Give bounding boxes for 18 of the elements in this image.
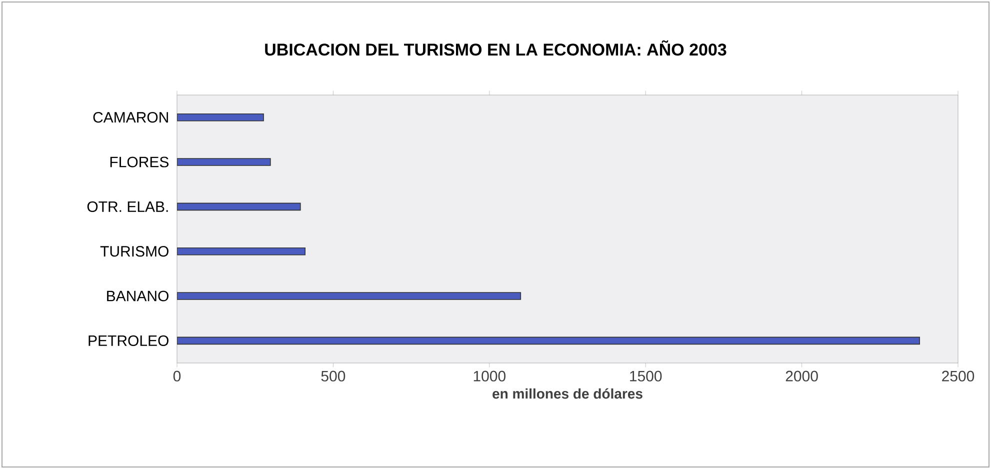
bar [177,113,264,122]
bar [177,247,306,256]
y-tick-label: CAMARON [93,112,168,123]
y-tick-label: OTR. ELAB. [87,201,168,212]
y-tick-label: BANANO [107,290,168,302]
x-tick-label: 1000 [474,370,506,382]
bar [177,336,920,345]
y-tick-label: FLORES [110,156,169,168]
x-tick-label: 2500 [942,370,974,382]
x-axis-title: en millones de dólares [492,388,642,399]
x-tick-label: 500 [321,370,346,382]
y-tick-label: TURISMO [100,246,168,257]
bar [177,202,301,211]
y-tick-label: PETROLEO [88,335,168,346]
x-tick-label: 0 [173,370,181,382]
x-tick-label: 2000 [786,370,818,382]
chart-title: UBICACION DEL TURISMO EN LA ECONOMIA: AÑO 2003 [265,40,726,56]
x-tick-label: 1500 [630,370,662,382]
